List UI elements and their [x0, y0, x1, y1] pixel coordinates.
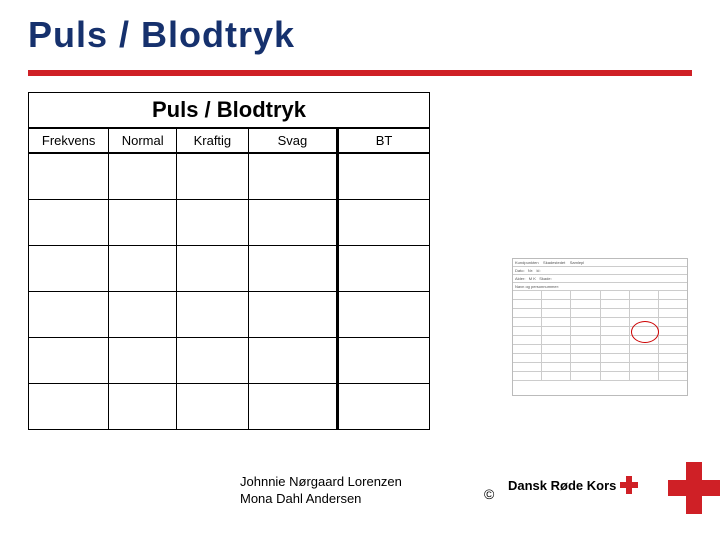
author-line: Mona Dahl Andersen	[240, 491, 402, 508]
table-row	[29, 199, 429, 245]
copyright-symbol: ©	[484, 486, 494, 502]
mini-grid	[513, 318, 687, 327]
mini-form-thumbnail: Kundpunkten Skadestedet Samlepl Dato: Nr…	[512, 258, 688, 396]
mini-grid	[513, 345, 687, 354]
main-table-container: Puls / Blodtryk Frekvens Normal Kraftig …	[28, 92, 430, 430]
table-row	[29, 383, 429, 429]
table-body	[29, 153, 429, 429]
mini-grid	[513, 336, 687, 345]
mini-grid	[513, 372, 687, 381]
table-row	[29, 153, 429, 199]
page-title: Puls / Blodtryk	[28, 14, 295, 56]
org-logo: Dansk Røde Kors	[508, 476, 638, 494]
table-row	[29, 245, 429, 291]
mini-grid	[513, 300, 687, 309]
col-header: Svag	[248, 129, 337, 153]
col-header: Frekvens	[29, 129, 109, 153]
mini-grid	[513, 354, 687, 363]
mini-row: Navn og personnummer:	[513, 283, 687, 291]
red-cross-icon	[620, 476, 638, 494]
col-header: Kraftig	[177, 129, 249, 153]
divider-rule	[28, 70, 692, 76]
mini-grid	[513, 309, 687, 318]
puls-blodtryk-table: Frekvens Normal Kraftig Svag BT	[29, 129, 429, 429]
mini-row: Dato: Nr: kl:	[513, 267, 687, 275]
table-row	[29, 291, 429, 337]
mini-row: Alder: M K Skade:	[513, 275, 687, 283]
table-heading: Puls / Blodtryk	[29, 93, 429, 129]
author-line: Johnnie Nørgaard Lorenzen	[240, 474, 402, 491]
mini-grid	[513, 363, 687, 372]
col-header: BT	[338, 129, 429, 153]
highlight-circle-icon	[631, 321, 659, 343]
footer-authors: Johnnie Nørgaard Lorenzen Mona Dahl Ande…	[240, 474, 402, 508]
red-cross-large-icon	[668, 462, 720, 514]
mini-grid	[513, 291, 687, 300]
mini-grid	[513, 327, 687, 336]
table-row	[29, 337, 429, 383]
logo-text: Dansk Røde Kors	[508, 478, 616, 493]
col-header: Normal	[109, 129, 177, 153]
mini-row: Kundpunkten Skadestedet Samlepl	[513, 259, 687, 267]
